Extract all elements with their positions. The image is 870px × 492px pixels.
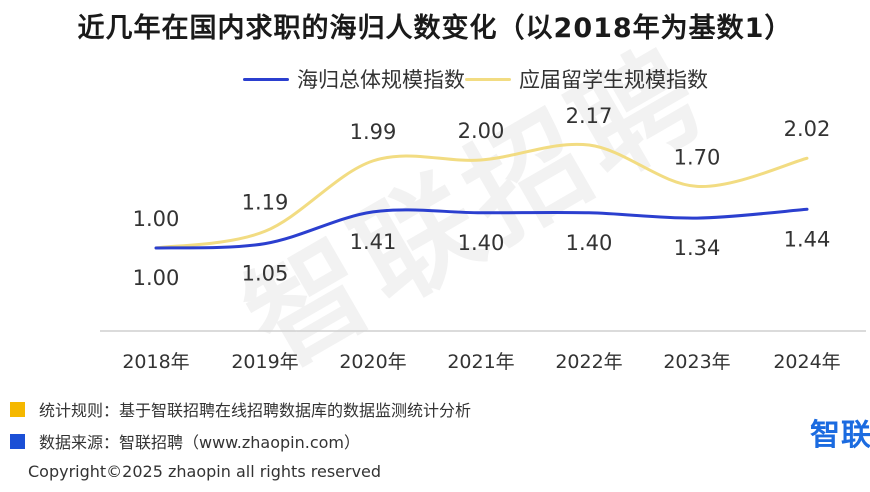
footnote-source-swatch: [10, 433, 25, 449]
legend-label-graduates: 应届留学生规模指数: [519, 68, 708, 92]
x-tick-label: 2018年: [122, 351, 189, 373]
data-label-overall: 1.40: [458, 231, 505, 255]
line-chart: 2018年 2019年 2020年 2021年 2022年 2023年 2024年 1.00 1…: [100, 104, 866, 373]
footnote-source-text: 数据来源：智联招聘（www.zhaopin.com）: [39, 433, 361, 452]
data-label-graduates: 2.17: [566, 104, 613, 128]
footnote-rule-swatch: [10, 401, 25, 417]
x-tick-label: 2021年: [447, 351, 514, 373]
data-label-overall: 1.34: [674, 236, 721, 260]
legend-item-graduates: 应届留学生规模指数: [465, 64, 708, 94]
data-label-overall: 1.41: [350, 230, 397, 254]
x-tick-label: 2023年: [663, 351, 730, 373]
legend-label-overall: 海归总体规模指数: [297, 68, 465, 92]
footnote-rule: 统计规则：基于智联招聘在线招聘数据库的数据监测统计分析: [10, 398, 471, 420]
data-label-graduates: 1.19: [242, 190, 289, 214]
series-line-overall: [154, 207, 809, 250]
data-label-overall: 1.05: [242, 262, 289, 286]
data-label-overall: 1.40: [566, 231, 613, 255]
legend-swatch-graduates: [465, 77, 511, 81]
data-label-overall: 1.00: [133, 266, 180, 290]
x-tick-label: 2019年: [231, 351, 298, 373]
x-tick-label: 2024年: [773, 351, 840, 373]
data-label-overall: 1.44: [784, 227, 831, 251]
chart-title: 近几年在国内求职的海归人数变化（以2018年为基数1）: [77, 13, 793, 44]
legend-swatch-overall: [243, 77, 289, 81]
copyright-text: Copyright©2025 zhaopin all rights reserv…: [28, 462, 382, 481]
zhaopin-logo: 智联: [810, 418, 870, 453]
data-label-graduates: 2.00: [458, 119, 505, 143]
footnote-rule-text: 统计规则：基于智联招聘在线招聘数据库的数据监测统计分析: [39, 401, 472, 420]
data-label-graduates: 1.99: [350, 120, 397, 144]
chart-legend: 海归总体规模指数 应届留学生规模指数: [0, 64, 870, 94]
footnote-source: 数据来源：智联招聘（www.zhaopin.com）: [10, 430, 471, 452]
legend-item-overall: 海归总体规模指数: [243, 64, 465, 94]
x-tick-label: 2022年: [555, 351, 622, 373]
data-label-graduates: 1.00: [133, 207, 180, 231]
data-label-graduates: 2.02: [784, 117, 831, 141]
series-line-graduates: [154, 142, 809, 250]
x-tick-label: 2020年: [339, 351, 406, 373]
data-label-graduates: 1.70: [674, 145, 721, 169]
footnotes: 统计规则：基于智联招聘在线招聘数据库的数据监测统计分析 数据来源：智联招聘（ww…: [10, 398, 471, 462]
